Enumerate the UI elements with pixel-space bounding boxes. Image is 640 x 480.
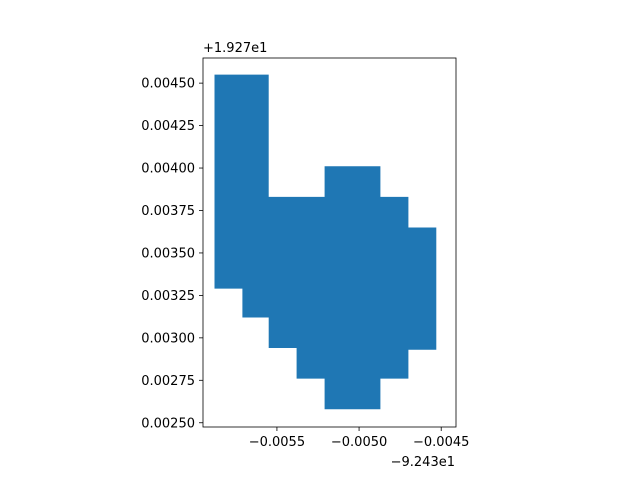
y-tick-label: 0.00325 <box>141 289 195 304</box>
y-tick-label: 0.00250 <box>141 416 195 431</box>
x-offset-label: −9.243e1 <box>391 455 455 470</box>
x-tick-label: −0.0055 <box>249 435 305 450</box>
y-tick-label: 0.00275 <box>141 374 195 389</box>
axes-frame <box>202 57 457 428</box>
y-tick-label: 0.00425 <box>141 119 195 134</box>
y-tick-label: 0.00300 <box>141 331 195 346</box>
data-polygon <box>214 74 437 410</box>
y-tick-label: 0.00400 <box>141 162 195 177</box>
y-offset-label: +1.927e1 <box>203 41 267 56</box>
y-tick-label: 0.00450 <box>141 77 195 92</box>
y-tick-label: 0.00350 <box>141 246 195 261</box>
x-tick-label: −0.0050 <box>331 435 387 450</box>
x-tick-label: −0.0045 <box>413 435 469 450</box>
y-tick-label: 0.00375 <box>141 204 195 219</box>
plot-area <box>214 74 437 410</box>
axes: −0.0055 −0.0050 −0.0045 0.00250 0.00275 0.003… <box>141 57 469 450</box>
